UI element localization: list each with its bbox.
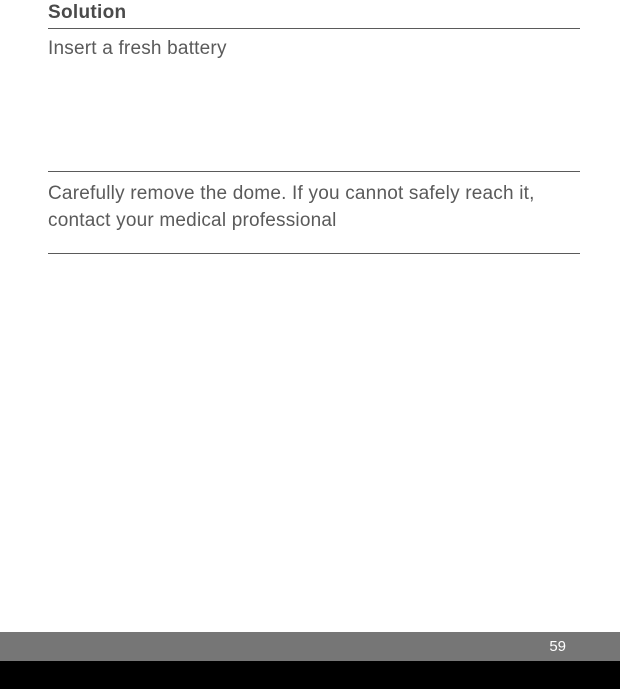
footer-bar: 59 (0, 632, 620, 661)
page-number: 59 (549, 638, 566, 655)
content-area: Solution Insert a fresh battery Carefull… (0, 0, 620, 254)
solution-text-2: Carefully remove the dome. If you cannot… (48, 180, 580, 235)
table-header-row: Solution (48, 0, 580, 29)
bottom-strip (0, 661, 620, 689)
table-row: Carefully remove the dome. If you cannot… (48, 172, 580, 254)
table-row: Insert a fresh battery (48, 29, 580, 172)
page-container: Solution Insert a fresh battery Carefull… (0, 0, 620, 689)
solution-text-1: Insert a fresh battery (48, 35, 580, 63)
column-header-solution: Solution (48, 2, 126, 23)
